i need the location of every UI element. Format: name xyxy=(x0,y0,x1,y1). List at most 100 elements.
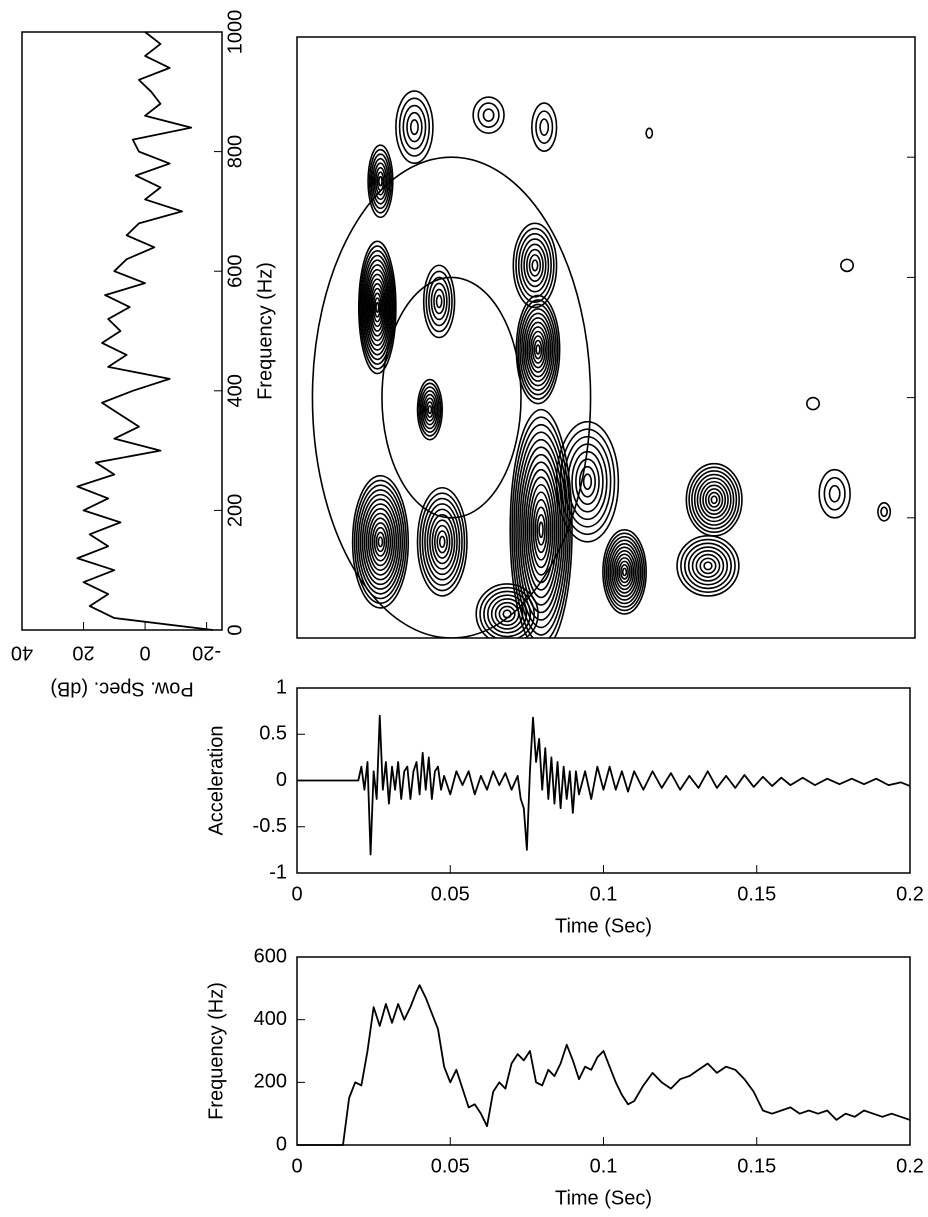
contour-line xyxy=(526,321,550,378)
contour-line xyxy=(475,583,539,638)
contour-line xyxy=(563,435,612,528)
contour-line xyxy=(373,297,381,318)
contour-line xyxy=(707,491,721,508)
contour-line xyxy=(427,405,433,415)
contour-line xyxy=(369,283,385,332)
contour-line xyxy=(351,474,410,609)
contour-line xyxy=(363,503,398,581)
x-axis-title: Frequency (Hz) xyxy=(254,262,276,400)
contour-line xyxy=(418,382,442,437)
contour-line xyxy=(823,476,846,511)
contour-line xyxy=(702,484,727,515)
contour-line xyxy=(578,465,596,498)
y-tick-label: -0.5 xyxy=(253,815,287,837)
contour-line xyxy=(531,259,539,272)
x-tick-label: 0.1 xyxy=(590,1155,618,1177)
x-tick-label: 0.1 xyxy=(590,883,618,905)
x-tick-label: 0.05 xyxy=(431,883,470,905)
contour-line xyxy=(559,428,616,536)
x-tick-label: 0.05 xyxy=(431,1155,470,1177)
contour-line xyxy=(710,495,718,505)
x-tick-label: 0.15 xyxy=(737,1155,776,1177)
x-tick-label: 800 xyxy=(224,135,246,168)
contour-line xyxy=(425,401,434,418)
contour-line xyxy=(620,564,629,580)
data-line xyxy=(76,31,213,631)
contour-line xyxy=(515,294,561,405)
contour-line xyxy=(691,550,725,582)
contour-frame xyxy=(296,36,916,639)
contour-line xyxy=(534,506,548,554)
contour-line xyxy=(515,227,555,303)
contour-line xyxy=(528,483,554,576)
contour-line xyxy=(482,108,495,122)
contour-line xyxy=(416,378,444,441)
contour-line xyxy=(422,264,456,339)
contour-line xyxy=(609,543,640,601)
contour-line xyxy=(602,529,647,615)
contour-line xyxy=(532,498,550,561)
contour-line xyxy=(374,166,386,196)
contour-line xyxy=(367,144,394,219)
contour-line xyxy=(818,468,851,519)
y-axis-title: Frequency (Hz) xyxy=(205,982,227,1120)
contour-line xyxy=(605,536,644,608)
contour-line xyxy=(828,484,841,503)
contour-line xyxy=(519,446,564,614)
contour-line xyxy=(676,535,740,597)
contour-line xyxy=(421,497,463,586)
contour-line xyxy=(621,567,628,577)
contour-line xyxy=(373,526,388,557)
contour-line xyxy=(517,438,566,621)
contour-line xyxy=(422,393,437,426)
contour-line xyxy=(517,299,559,400)
contour-line xyxy=(375,531,386,553)
contour-line xyxy=(567,443,608,521)
contour-line xyxy=(705,488,724,512)
contour-line xyxy=(603,532,646,612)
x-tick-label: 200 xyxy=(224,494,246,527)
contour-line xyxy=(371,157,389,205)
contour-line xyxy=(371,287,384,328)
contour-line xyxy=(371,522,390,562)
contour-line xyxy=(438,535,446,549)
contour-line xyxy=(367,273,388,342)
contour-line xyxy=(691,470,738,530)
y-tick-label: -20 xyxy=(192,642,221,664)
contour-line xyxy=(535,110,554,144)
contour-line xyxy=(555,420,620,543)
contour-line xyxy=(359,493,402,590)
contour-line xyxy=(377,536,384,548)
contour-line xyxy=(372,292,383,323)
contour-line xyxy=(424,397,436,422)
y-tick-label: 0.5 xyxy=(259,723,287,745)
contour-line xyxy=(419,386,440,433)
contour-line xyxy=(520,453,562,606)
spectrum-frame xyxy=(21,31,223,631)
contour-line xyxy=(365,507,396,576)
contour-line xyxy=(359,245,396,370)
contour-line xyxy=(363,259,392,356)
contour-line xyxy=(355,484,406,600)
contour-line xyxy=(618,560,631,584)
contour-line xyxy=(524,468,558,591)
contour-line xyxy=(519,303,557,396)
data-line xyxy=(297,984,911,1146)
contour-line xyxy=(430,282,448,321)
contour-line xyxy=(699,480,729,519)
contour-line xyxy=(531,102,558,152)
contour-line xyxy=(535,344,541,355)
contour-line xyxy=(526,476,556,584)
plot-frame xyxy=(296,687,911,874)
contour-line xyxy=(431,519,453,565)
y-tick-label: 40 xyxy=(11,642,33,664)
contour-line xyxy=(483,590,532,638)
contour-line xyxy=(575,458,600,506)
x-tick-label: 0 xyxy=(291,883,302,905)
contour-line xyxy=(434,524,451,559)
x-tick-label: 0.2 xyxy=(896,883,924,905)
contour-line xyxy=(428,276,451,327)
x-tick-label: 400 xyxy=(224,374,246,407)
